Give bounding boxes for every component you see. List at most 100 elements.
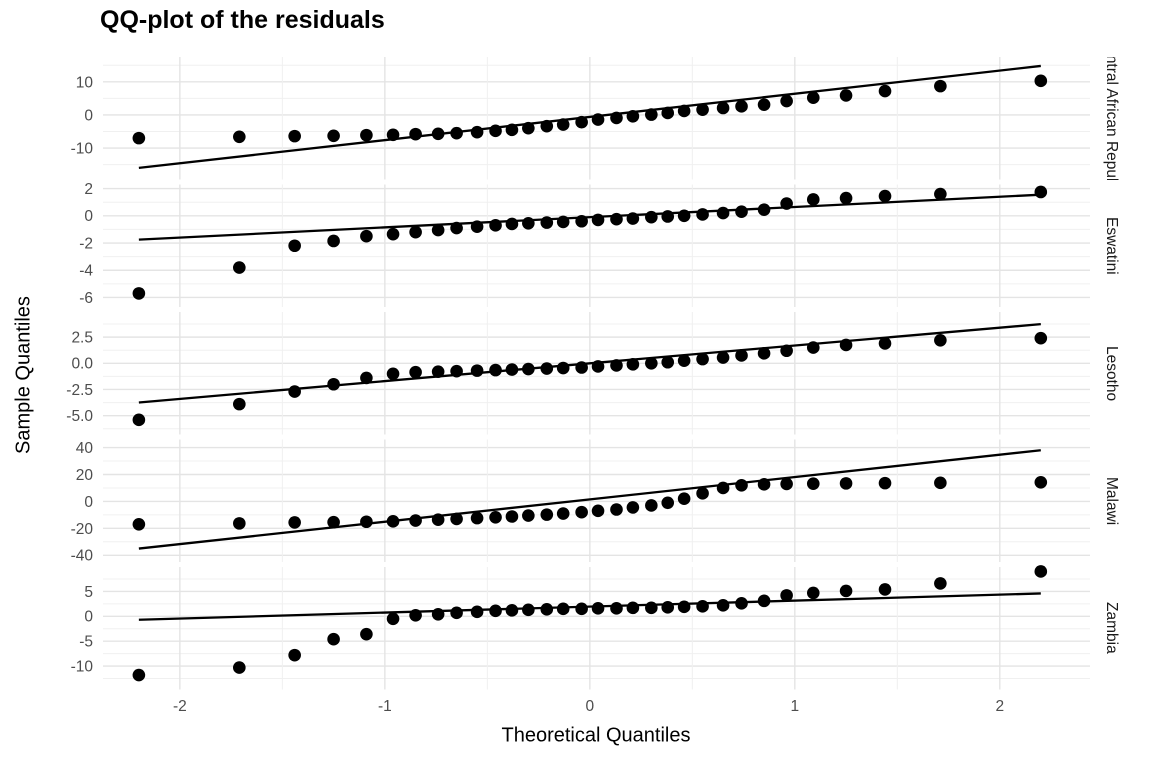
data-point (505, 363, 519, 376)
data-point (934, 79, 947, 93)
data-point (878, 583, 892, 596)
data-point (878, 476, 892, 490)
data-point (610, 111, 623, 125)
data-point (386, 227, 400, 241)
data-point (386, 612, 400, 626)
y-axis-tick-label: 0 (84, 609, 93, 626)
data-point (409, 514, 422, 527)
data-point (661, 601, 675, 614)
data-point (556, 361, 570, 375)
data-point (489, 124, 502, 138)
data-point (470, 125, 484, 139)
qq-line (138, 193, 1041, 241)
facet-strip-label: Malawi (1103, 476, 1120, 525)
y-axis-tick-label: -2 (79, 235, 93, 252)
data-point (610, 212, 623, 226)
x-axis-tick-label: -2 (173, 698, 187, 715)
data-point (489, 511, 502, 524)
data-point (470, 364, 484, 377)
data-point (645, 499, 658, 512)
data-point (757, 347, 771, 360)
data-point (575, 505, 588, 519)
data-point (780, 589, 793, 602)
data-point (409, 365, 422, 379)
data-point (288, 516, 301, 529)
x-axis-tick-label: 2 (995, 698, 1004, 715)
data-point (677, 209, 691, 223)
y-axis-tick-label: 20 (76, 467, 94, 484)
data-point (522, 216, 535, 230)
data-point (522, 603, 535, 617)
y-axis-tick-label: -5 (79, 634, 93, 651)
data-point (132, 413, 146, 427)
data-point (780, 197, 793, 210)
data-point (450, 221, 463, 235)
data-point (470, 220, 484, 233)
data-point (327, 377, 340, 391)
data-point (540, 216, 554, 229)
data-point (556, 215, 570, 229)
data-point (661, 496, 675, 510)
data-point (360, 515, 373, 529)
y-axis-tick-label: -40 (71, 548, 94, 565)
qq-line (138, 449, 1041, 550)
data-point (780, 94, 793, 108)
data-point (522, 121, 535, 135)
data-point (505, 604, 519, 617)
data-point (610, 602, 623, 615)
data-point (806, 193, 820, 206)
data-point (327, 234, 340, 248)
data-point (1034, 331, 1048, 345)
data-point (505, 510, 519, 523)
data-point (505, 217, 519, 231)
y-axis-tick-label: 10 (76, 74, 94, 91)
data-point (288, 385, 301, 398)
x-axis-title: Theoretical Quantiles (501, 724, 691, 747)
data-point (780, 477, 793, 491)
data-point (1034, 185, 1048, 199)
data-point (780, 344, 793, 358)
facet-strip-label: Eswatini (1103, 216, 1120, 275)
data-point (839, 584, 853, 598)
data-point (360, 229, 373, 243)
y-axis-tick-label: 0.0 (71, 356, 93, 373)
plot-title: QQ-plot of the residuals (100, 6, 385, 34)
data-point (591, 113, 605, 126)
y-axis-tick-label: 0 (84, 107, 93, 124)
data-point (735, 100, 748, 113)
data-point (431, 608, 445, 621)
data-point (288, 648, 301, 662)
y-axis-tick-label: 2 (84, 181, 93, 198)
data-point (540, 119, 554, 133)
data-point (626, 109, 640, 123)
x-axis-tick-label: -1 (378, 698, 392, 715)
data-point (540, 603, 554, 616)
data-point (806, 477, 820, 490)
data-point (288, 239, 301, 253)
data-point (386, 128, 400, 142)
data-point (1034, 74, 1048, 88)
data-point (626, 212, 640, 225)
data-point (327, 129, 340, 143)
data-point (409, 609, 422, 622)
data-point (431, 127, 445, 141)
data-point (233, 130, 246, 144)
facet-strip-label: Zambia (1103, 602, 1120, 655)
data-point (470, 511, 484, 525)
data-point (626, 601, 640, 615)
data-point (626, 358, 640, 371)
data-point (934, 476, 947, 490)
data-point (575, 115, 588, 129)
data-point (233, 661, 246, 674)
data-point (878, 337, 892, 350)
data-point (522, 362, 535, 376)
data-point (716, 599, 730, 612)
data-point (360, 627, 373, 641)
data-point (556, 118, 570, 131)
data-point (556, 507, 570, 520)
data-point (591, 504, 605, 518)
data-point (575, 361, 588, 374)
data-point (934, 333, 947, 347)
data-point (450, 364, 463, 378)
data-point (878, 84, 892, 98)
